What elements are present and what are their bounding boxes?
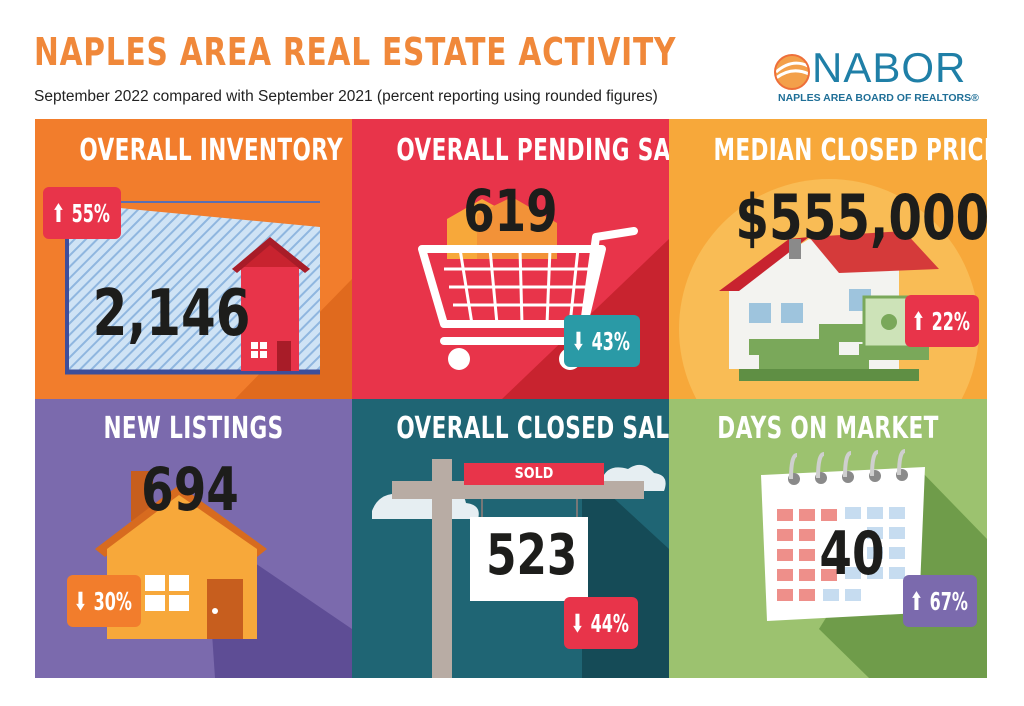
logo-wordmark: NABOR: [812, 44, 967, 91]
stat-value: 523: [486, 523, 578, 588]
stat-value: $555,000: [735, 181, 987, 254]
stat-value: 40: [819, 519, 885, 589]
tile-new-listings: NEW LISTINGS 694 ⬇ 30%: [35, 399, 352, 678]
logo-tagline: NAPLES AREA BOARD OF REALTORS®: [778, 92, 979, 104]
page-subtitle: September 2022 compared with September 2…: [34, 88, 658, 105]
tile-title: NEW LISTINGS: [103, 411, 284, 446]
stat-value: 2,146: [92, 277, 251, 351]
change-badge: ⬇ 43%: [564, 315, 640, 367]
down-arrow-icon: ⬇: [570, 608, 584, 638]
sold-sign-label: SOLD: [514, 464, 554, 482]
tile-title: OVERALL CLOSED SALES: [396, 411, 669, 446]
nabor-logo: NABOR NAPLES AREA BOARD OF REALTORS®: [772, 44, 982, 108]
tile-overall-closed-sales: OVERALL CLOSED SALES SOLD 523 ⬇44%: [352, 399, 669, 678]
up-arrow-icon: ⬆: [909, 586, 923, 616]
up-arrow-icon: ⬆: [911, 306, 925, 336]
logo-mark-icon: [774, 54, 810, 90]
sold-sign-icon: [372, 459, 669, 678]
tile-title: OVERALL PENDING SALES: [396, 133, 669, 168]
tile-title: MEDIAN CLOSED PRICE: [713, 133, 987, 168]
down-arrow-icon: ⬇: [73, 586, 87, 616]
stat-value: 619: [463, 177, 558, 245]
tile-overall-pending-sales: OVERALL PENDING SALES 619 ⬇43%: [352, 119, 669, 399]
stat-value: 694: [141, 455, 239, 525]
change-badge: ⬆ 55%: [43, 187, 121, 239]
stats-grid: OVERALL INVENTORY ⬆ 55% 2,146: [35, 119, 987, 678]
change-badge: ⬇ 30%: [67, 575, 141, 627]
page-title: NAPLES AREA REAL ESTATE ACTIVITY: [34, 30, 677, 74]
change-badge: ⬆ 22%: [905, 295, 979, 347]
tile-days-on-market: DAYS ON MARKET 40 ⬆ 67%: [669, 399, 987, 678]
change-badge: ⬇ 44%: [564, 597, 638, 649]
tile-title: OVERALL INVENTORY: [79, 133, 344, 168]
up-arrow-icon: ⬆: [51, 198, 65, 228]
tile-median-closed-price: MEDIAN CLOSED PRICE $555,000 ⬆ 22%: [669, 119, 987, 399]
change-badge: ⬆ 67%: [903, 575, 977, 627]
tile-title: DAYS ON MARKET: [717, 411, 939, 446]
down-arrow-icon: ⬇: [571, 326, 585, 356]
house-icon: [95, 471, 352, 678]
house-money-icon: [679, 179, 979, 399]
tile-overall-inventory: OVERALL INVENTORY ⬆ 55% 2,146: [35, 119, 352, 399]
